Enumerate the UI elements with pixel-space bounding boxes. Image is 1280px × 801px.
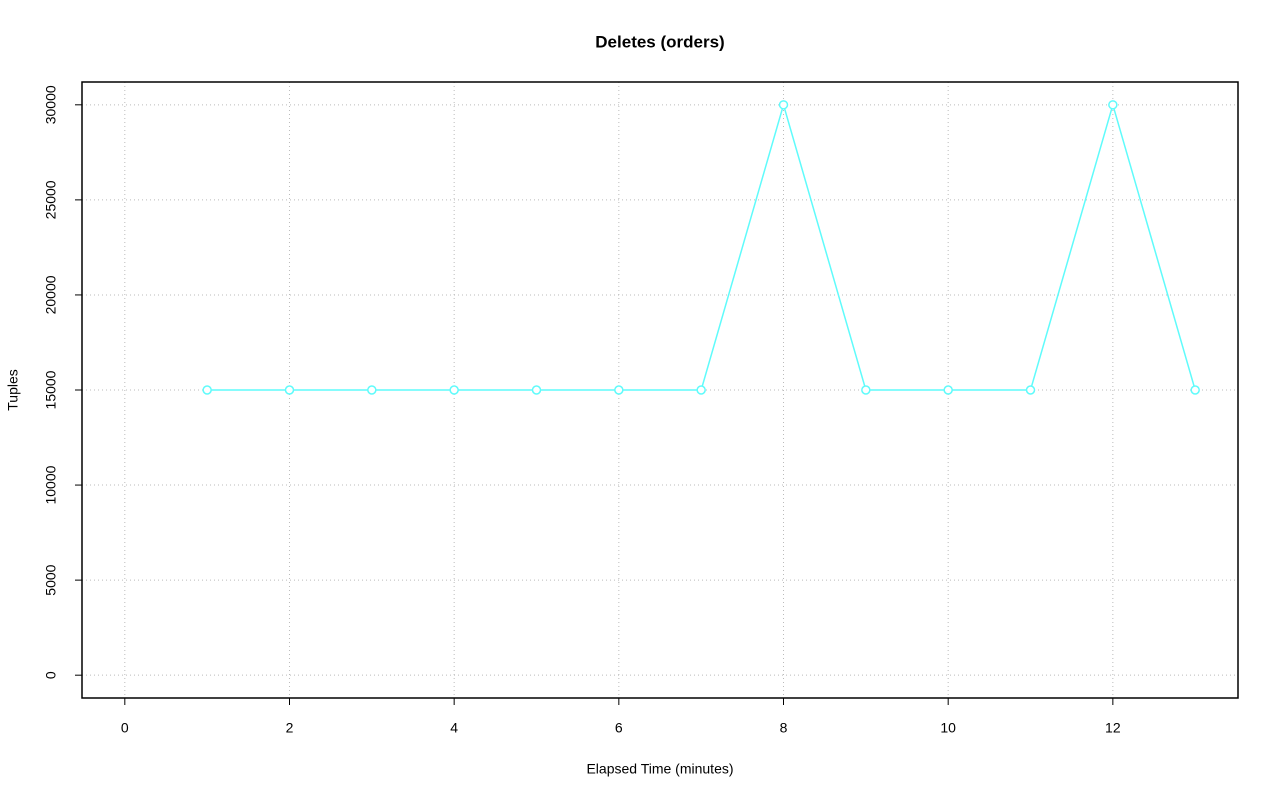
x-tick-label: 8 (780, 720, 788, 736)
data-point (449, 385, 459, 395)
data-point (1025, 385, 1036, 395)
data-point (696, 385, 706, 395)
y-axis-label: Tuples (5, 369, 21, 411)
y-tick-label: 30000 (43, 85, 59, 124)
x-tick-label: 4 (450, 720, 458, 736)
x-tick-label: 2 (286, 720, 294, 736)
data-point (367, 385, 377, 395)
data-point (531, 385, 542, 395)
x-tick-label: 10 (940, 720, 956, 736)
y-tick-label: 0 (43, 671, 59, 679)
y-tick-label: 5000 (43, 564, 59, 595)
plot-frame (81, 81, 1239, 699)
series-line (207, 102, 1196, 391)
data-point (861, 385, 871, 395)
data-point (614, 385, 624, 395)
y-tick-label: 25000 (43, 180, 59, 219)
y-tick-label: 20000 (43, 275, 59, 314)
x-tick-label: 0 (121, 720, 129, 736)
y-tick-label: 10000 (43, 465, 59, 504)
x-tick-label: 6 (615, 720, 623, 736)
data-point (943, 385, 953, 395)
data-point (1108, 100, 1118, 110)
data-point (284, 385, 295, 395)
data-point (1190, 385, 1200, 395)
y-tick-label: 15000 (43, 370, 59, 409)
chart-title: Deletes (orders) (595, 32, 724, 51)
data-point (778, 100, 789, 110)
x-tick-label: 12 (1105, 720, 1121, 736)
data-point (202, 385, 212, 395)
x-axis-label: Elapsed Time (minutes) (586, 761, 733, 777)
